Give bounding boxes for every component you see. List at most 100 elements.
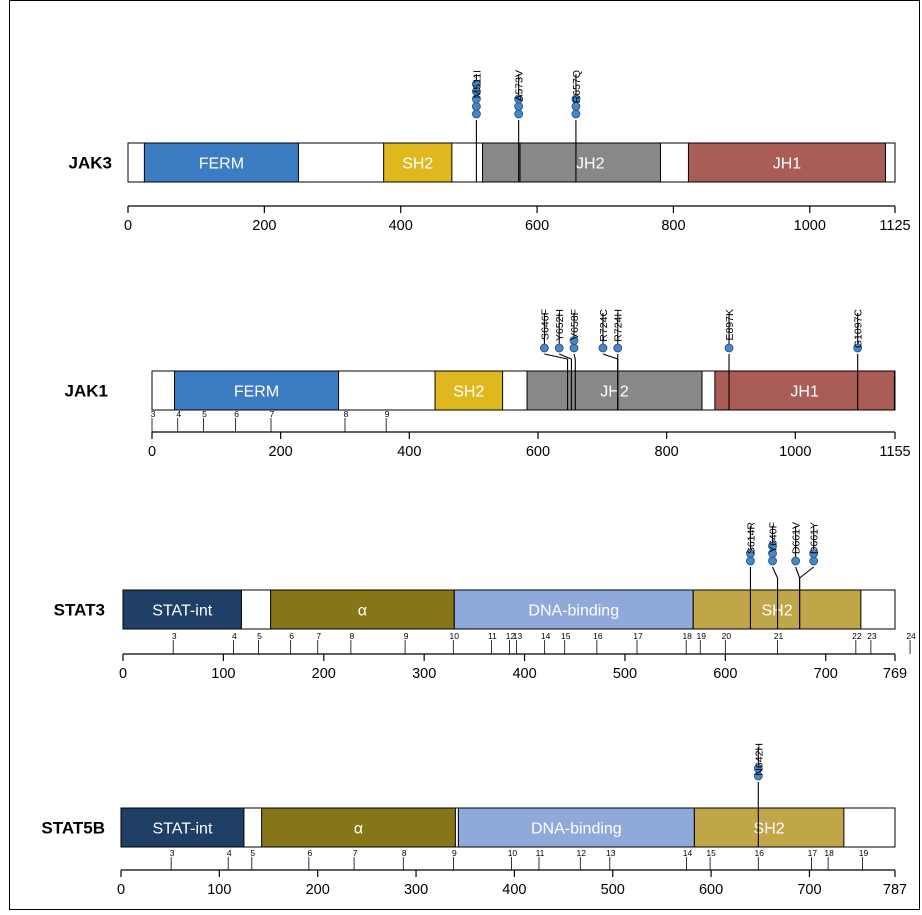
mutation-dot — [598, 343, 608, 353]
domain-label: SH2 — [453, 384, 484, 401]
exon-label: 4 — [176, 409, 181, 419]
tick-label: 500 — [613, 666, 637, 682]
exon-label: 11 — [536, 848, 545, 858]
exon-label: 16 — [755, 848, 765, 858]
tick-label: 769 — [883, 666, 907, 682]
exon-label: 19 — [697, 631, 707, 641]
mutation-connector — [544, 353, 568, 360]
domain-label: α — [354, 821, 363, 838]
tick-label: 200 — [306, 882, 330, 898]
tick-label: 300 — [404, 882, 428, 898]
mutation-label: N642H — [753, 743, 765, 776]
exon-label: 11 — [488, 631, 497, 641]
domain-α — [270, 589, 455, 630]
tick-label: 400 — [389, 218, 413, 234]
mutation-label: G1097C — [853, 309, 865, 349]
tick-label: 0 — [117, 882, 125, 898]
mutation-connector — [573, 353, 576, 360]
exon-label: 15 — [706, 848, 716, 858]
tick-label: 600 — [526, 444, 550, 460]
mutation-connector — [558, 353, 572, 360]
tick-label: 800 — [655, 444, 679, 460]
mutation-label: Y652H — [554, 309, 566, 341]
tick-label: 700 — [814, 666, 838, 682]
tick-label: 100 — [211, 666, 235, 682]
mutation-dot — [724, 343, 734, 353]
tick-label: 400 — [502, 882, 526, 898]
tick-label: 200 — [252, 218, 276, 234]
mutation-label: S614R — [745, 522, 757, 555]
exon-label: 13 — [513, 631, 523, 641]
domain-JH2 — [519, 142, 661, 183]
domain-STAT-int — [122, 589, 242, 630]
mutation-dot — [613, 343, 623, 353]
tick-label: 200 — [269, 444, 293, 460]
mutation-dot — [514, 94, 524, 104]
mutation-dot — [471, 79, 481, 89]
exon-label: 5 — [250, 848, 255, 858]
exon-label: 4 — [227, 848, 232, 858]
domain-label: STAT-int — [152, 603, 212, 620]
domain-label: JH1 — [773, 156, 802, 173]
exon-label: 3 — [172, 631, 177, 641]
exon-label: 7 — [270, 409, 275, 419]
exon-label: 3 — [170, 848, 175, 858]
tick-label: 400 — [397, 444, 421, 460]
mutation-dot — [514, 109, 524, 119]
exon-label: 4 — [232, 631, 237, 641]
mutation-dot — [569, 343, 579, 353]
protein-row-stat5b: STAT5B STAT-int α DNA-binding SH2 0 100 200 300 4… — [41, 743, 907, 898]
exon-label: 5 — [202, 409, 207, 419]
tick-label: 1000 — [779, 444, 811, 460]
mutation-dot — [569, 336, 579, 345]
tick-label: 787 — [883, 882, 907, 898]
exon-label: 5 — [257, 631, 262, 641]
gene-name: JAK1 — [65, 382, 108, 401]
tick-label: 100 — [207, 882, 231, 898]
exon-label: 8 — [344, 409, 349, 419]
domain-SH2 — [693, 807, 845, 848]
domain-SH2 — [434, 370, 504, 411]
mutation-label: M511I — [471, 70, 483, 98]
domain-SH2 — [383, 142, 453, 183]
tick-label: 700 — [797, 882, 821, 898]
exon-label: 23 — [867, 631, 877, 641]
exon-label: 7 — [353, 848, 358, 858]
gene-name: STAT3 — [54, 601, 105, 620]
domain-JH2 — [526, 370, 703, 411]
mutation-dot — [514, 102, 524, 111]
exon-label: 19 — [859, 848, 869, 858]
exon-label: 12 — [506, 631, 516, 641]
mutation-dot — [471, 109, 481, 119]
domain-label: DNA-binding — [528, 603, 619, 620]
mutation-dot — [768, 556, 777, 566]
domain-JH1 — [714, 370, 895, 411]
domain-label: JH2 — [600, 384, 629, 401]
protein-row-jak3: JAK3 FERM SH2 JH2 JH1 0 200 400 600 800 1000 1125 M5… — [69, 70, 911, 234]
tick-label: 300 — [412, 666, 436, 682]
domain-label: FERM — [234, 384, 279, 401]
protein-row-jak1: JAK1 FERM SH2 JH2 JH1 0 200 400 600 800 1000 1155 3 4… — [65, 309, 911, 460]
tick-label: 500 — [601, 882, 625, 898]
exon-label: 9 — [404, 631, 409, 641]
domain-label: JH2 — [576, 156, 605, 173]
exon-label: 9 — [385, 409, 390, 419]
mutation-dot — [571, 109, 581, 119]
exon-label: 6 — [289, 631, 294, 641]
mutation-label: V658F — [569, 309, 581, 340]
exon-label: 8 — [350, 631, 355, 641]
mutation-dot — [540, 343, 549, 353]
tick-label: 600 — [525, 218, 549, 234]
mutation-dot — [753, 764, 763, 773]
exon-label: 6 — [307, 848, 312, 858]
exon-label: 15 — [561, 631, 571, 641]
exon-label: 13 — [606, 848, 616, 858]
domain-DNA-binding — [457, 807, 695, 848]
domain-segment — [482, 142, 521, 183]
exon-label: 14 — [683, 848, 693, 858]
tick-label: 200 — [312, 666, 336, 682]
mutation-dot — [571, 94, 581, 104]
